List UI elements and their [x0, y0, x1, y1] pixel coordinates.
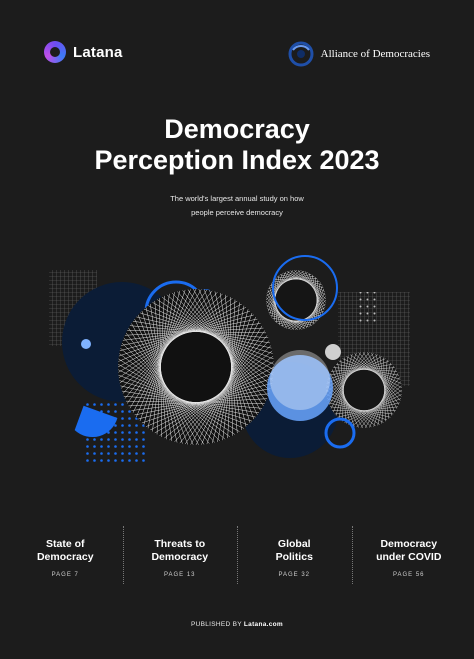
grey-dot — [325, 344, 341, 360]
section-global-politics[interactable]: Global Politics PAGE 32 — [237, 526, 352, 586]
footer-link[interactable]: Latana.com — [243, 621, 284, 628]
section-democracy-under-covid[interactable]: Democracy under COVID PAGE 56 — [351, 526, 467, 586]
light-blue-circle — [267, 355, 333, 421]
string-line — [352, 385, 402, 427]
footer: PUBLISHED BY Latana.com — [0, 621, 474, 628]
alliance-logo: Alliance of Democracies — [288, 41, 430, 67]
page-title: Democracy Perception Index 2023 — [0, 114, 474, 176]
section-links: State of Democracy PAGE 7 Threats to Dem… — [8, 526, 466, 586]
latana-logo-icon — [44, 41, 66, 63]
subtitle-line-2: people perceive democracy — [191, 208, 283, 217]
white-circle — [270, 350, 330, 410]
blue-dot-small — [81, 339, 91, 349]
latana-logo: Latana — [44, 41, 123, 63]
blue-outline-circle-right — [272, 255, 338, 321]
string-line — [154, 361, 274, 434]
title-line-1: Democracy — [164, 114, 310, 144]
cover-illustration — [49, 255, 410, 464]
blue-ring — [324, 417, 356, 449]
section-page: PAGE 56 — [392, 572, 425, 578]
section-title: Democracy under COVID — [376, 538, 442, 563]
section-title: Threats to Democracy — [151, 538, 209, 563]
section-title: State of Democracy — [36, 538, 94, 563]
alliance-wordmark: Alliance of Democracies — [320, 48, 430, 60]
section-title: Global Politics — [275, 538, 313, 563]
section-page: PAGE 7 — [51, 572, 79, 578]
subtitle-line-1: The world's largest annual study on how — [170, 194, 304, 203]
dot-block-right — [356, 292, 378, 322]
section-state-of-democracy[interactable]: State of Democracy PAGE 7 — [8, 526, 123, 586]
latana-wordmark: Latana — [73, 43, 123, 61]
section-threats-to-democracy[interactable]: Threats to Democracy PAGE 13 — [122, 526, 238, 586]
section-page: PAGE 32 — [278, 572, 311, 578]
string-line — [298, 296, 326, 330]
section-page: PAGE 13 — [163, 572, 196, 578]
title-line-2: Perception Index 2023 — [94, 145, 380, 175]
footer-prefix: PUBLISHED BY — [190, 621, 242, 628]
string-art-sphere — [118, 289, 274, 445]
subtitle: The world's largest annual study on how … — [0, 192, 474, 220]
alliance-emblem-icon — [288, 41, 314, 67]
